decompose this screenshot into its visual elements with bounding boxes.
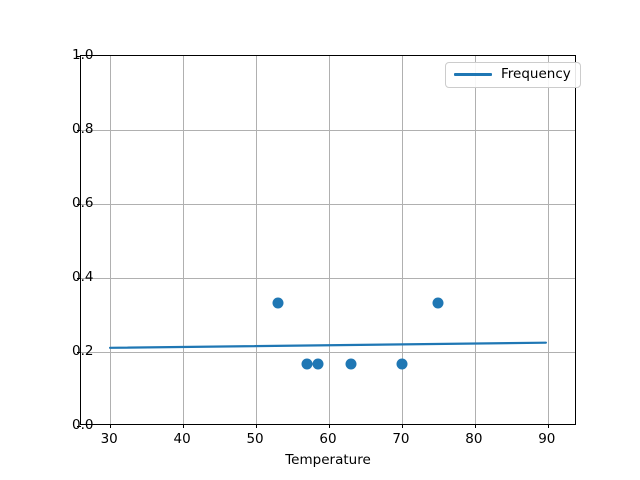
x-tick-90	[547, 424, 549, 428]
y-tick-0.6	[77, 204, 81, 205]
data-point	[272, 297, 284, 309]
legend-line-swatch	[454, 73, 492, 77]
gridline-x-50	[256, 56, 258, 424]
x-tick-label-30: 30	[100, 431, 118, 447]
gridline-y-0.6	[81, 204, 575, 205]
x-tick-label-90: 90	[538, 431, 556, 447]
x-tick-label-70: 70	[392, 431, 410, 447]
gridline-x-60	[329, 56, 330, 424]
y-tick-0.4	[77, 278, 81, 279]
x-tick-label-40: 40	[173, 431, 191, 447]
x-axis-label: Temperature	[285, 452, 371, 468]
y-tick-1.0	[77, 56, 81, 57]
chart-legend[interactable]: Frequency	[445, 62, 581, 88]
gridline-y-0.8	[81, 130, 575, 131]
gridline-x-80	[474, 56, 476, 424]
y-tick-label-0.8: 0.8	[72, 121, 94, 137]
y-tick-label-0.6: 0.6	[72, 195, 94, 211]
x-tick-60	[329, 424, 330, 428]
y-tick-label-1.0: 1.0	[72, 47, 94, 63]
gridline-y-0.4	[81, 278, 575, 279]
y-tick-label-0.4: 0.4	[72, 269, 94, 285]
y-tick-label-0.0: 0.0	[72, 417, 94, 433]
plot-area	[81, 56, 575, 424]
frequency-line	[108, 341, 548, 349]
data-point	[432, 297, 444, 309]
data-point	[301, 358, 313, 370]
x-tick-label-50: 50	[246, 431, 264, 447]
y-tick-0.0	[77, 426, 81, 427]
gridline-x-70	[401, 56, 403, 424]
y-tick-label-0.2: 0.2	[72, 343, 94, 359]
gridline-y-0.2	[81, 352, 575, 353]
y-tick-0.2	[77, 352, 81, 353]
gridline-x-40	[183, 56, 185, 424]
gridline-x-30	[110, 56, 112, 424]
data-point	[396, 358, 408, 370]
y-tick-0.8	[77, 130, 81, 131]
x-tick-50	[256, 424, 258, 428]
legend-label-frequency: Frequency	[501, 66, 571, 82]
data-point	[312, 358, 324, 370]
x-tick-label-60: 60	[319, 431, 337, 447]
x-tick-30	[110, 424, 112, 428]
gridline-x-90	[547, 56, 549, 424]
data-point	[345, 358, 357, 370]
x-tick-70	[401, 424, 403, 428]
x-tick-label-80: 80	[465, 431, 483, 447]
x-tick-80	[474, 424, 476, 428]
plot-axes: Frequency	[77, 55, 581, 428]
x-tick-40	[183, 424, 185, 428]
